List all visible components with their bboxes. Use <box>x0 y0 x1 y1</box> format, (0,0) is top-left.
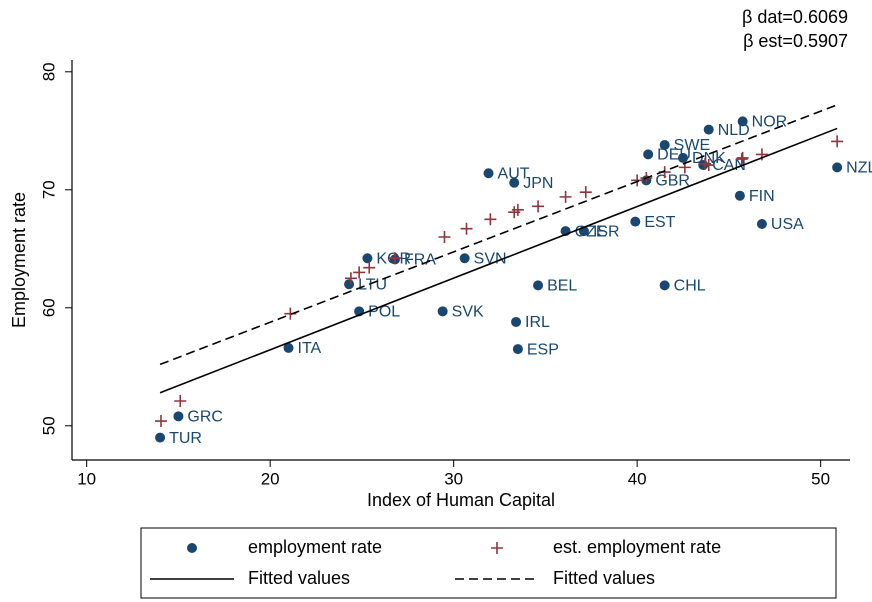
legend-label: Fitted values <box>248 568 350 588</box>
data-point <box>703 124 714 135</box>
point-label: SVN <box>474 250 507 267</box>
data-point <box>512 344 523 355</box>
data-point <box>483 168 494 179</box>
fit-line <box>159 127 838 394</box>
est-point <box>532 200 545 213</box>
point-label: USA <box>771 216 804 233</box>
est-point <box>702 159 715 172</box>
legend-box <box>140 527 837 599</box>
est-point <box>438 230 451 243</box>
data-point <box>659 280 670 291</box>
data-point <box>283 342 294 353</box>
point-label: SWE <box>674 137 710 154</box>
data-point <box>459 253 470 264</box>
point-label: EST <box>644 214 675 231</box>
point-label: CHL <box>674 278 706 295</box>
data-point <box>344 279 355 290</box>
annotation: β est=0.5907 <box>743 31 848 51</box>
chart-root: β dat=0.6069 β est=0.5907 Index of Human… <box>9 7 872 599</box>
est-point <box>736 151 749 164</box>
data-point <box>659 139 670 150</box>
est-point <box>344 272 357 285</box>
fit-line <box>159 104 838 366</box>
data-point <box>437 306 448 317</box>
point-label: JPN <box>523 175 553 192</box>
x-tick-label: 50 <box>811 469 830 488</box>
legend-label: Fitted values <box>553 568 655 588</box>
point-label: AUT <box>498 165 530 182</box>
est-point <box>511 203 524 216</box>
data-point <box>173 411 184 422</box>
point-label: FIN <box>749 188 775 205</box>
legend-symbol <box>491 542 503 554</box>
est-point <box>735 153 748 166</box>
point-label: ISR <box>593 223 620 240</box>
point-label: NZL <box>846 160 872 177</box>
x-tick-label: 20 <box>261 469 280 488</box>
point-label: NOR <box>752 114 788 131</box>
data-point <box>511 316 522 327</box>
point-label: ITA <box>298 340 322 357</box>
legend-label: est. employment rate <box>553 537 721 557</box>
point-label: ESP <box>527 341 559 358</box>
legend-label: employment rate <box>248 537 382 557</box>
y-tick-label: 70 <box>39 180 58 199</box>
point-label: FRA <box>404 252 436 269</box>
data-point <box>832 162 843 173</box>
data-point <box>737 116 748 127</box>
est-point <box>174 395 187 408</box>
point-label: BEL <box>547 278 577 295</box>
y-tick-label: 80 <box>39 62 58 81</box>
est-point <box>460 222 473 235</box>
est-point <box>631 174 644 187</box>
data-point <box>509 177 520 188</box>
data-point <box>643 149 654 160</box>
y-tick-label: 50 <box>39 416 58 435</box>
est-point <box>831 135 844 148</box>
x-axis-title: Index of Human Capital <box>367 490 555 510</box>
est-point <box>363 261 376 274</box>
y-axis-title: Employment rate <box>9 192 29 328</box>
point-label: GBR <box>655 173 690 190</box>
est-point <box>484 213 497 226</box>
point-label: CAN <box>712 157 746 174</box>
est-point <box>388 252 401 265</box>
data-point <box>533 280 544 291</box>
annotation: β dat=0.6069 <box>742 7 848 27</box>
data-point <box>678 152 689 163</box>
est-point <box>559 190 572 203</box>
point-label: SVK <box>452 304 484 321</box>
y-tick-label: 60 <box>39 298 58 317</box>
legend-symbol <box>187 543 197 553</box>
point-label: IRL <box>525 314 550 331</box>
data-point <box>155 432 166 443</box>
data-point <box>756 219 767 230</box>
est-point <box>154 415 167 428</box>
data-point <box>362 253 373 264</box>
data-point <box>630 216 641 227</box>
x-tick-label: 10 <box>77 469 96 488</box>
point-label: TUR <box>169 430 202 447</box>
est-point <box>579 186 592 199</box>
x-tick-label: 40 <box>628 469 647 488</box>
data-point <box>734 190 745 201</box>
point-label: GRC <box>187 409 223 426</box>
point-label: LTU <box>358 276 387 293</box>
x-tick-label: 30 <box>444 469 463 488</box>
est-point <box>353 266 366 279</box>
